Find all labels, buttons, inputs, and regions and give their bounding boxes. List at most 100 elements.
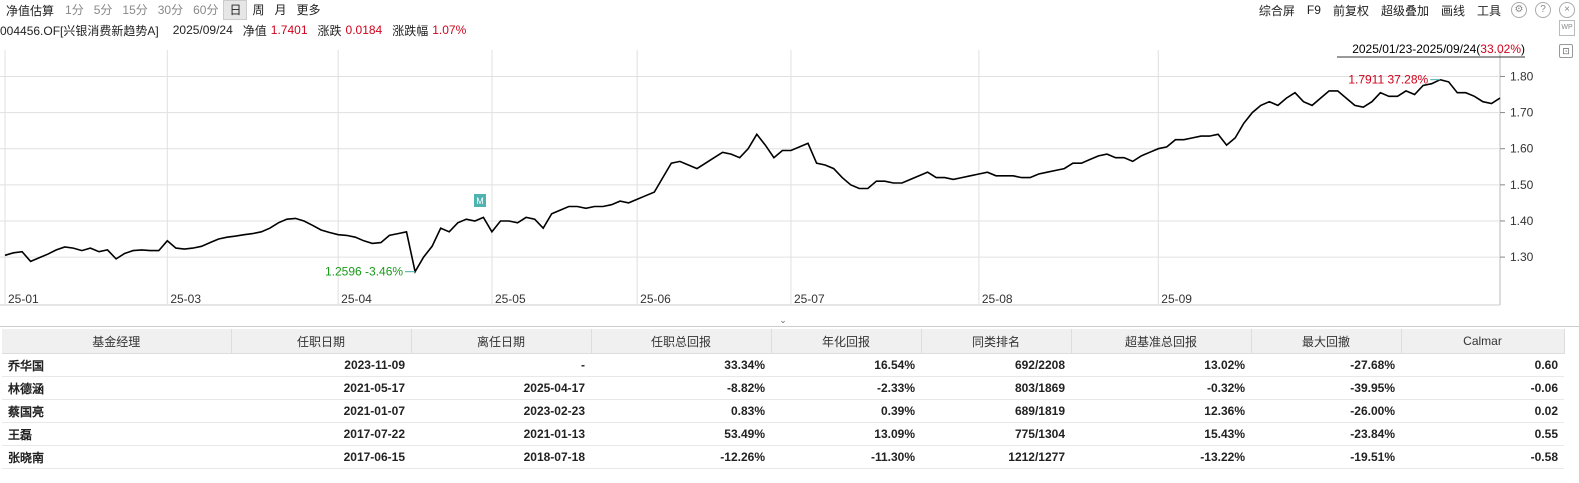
table-cell: 13.02% [1071,353,1251,377]
close-icon[interactable]: × [1559,2,1575,18]
lock-icon[interactable]: ⊡ [1559,44,1573,58]
toolbar-item-1[interactable]: F9 [1306,3,1321,17]
table-cell: 张晓南 [2,445,231,469]
table-cell: 2017-07-22 [231,422,411,446]
column-header-3[interactable]: 任职总回报 [591,329,772,354]
column-header-7[interactable]: 最大回撤 [1251,329,1402,354]
pct-value: 1.07% [432,23,467,37]
info-bar: 004456.OF[兴银消费新趋势A] 2025/09/24 净值 1.7401… [0,21,470,39]
toolbar-item-5[interactable]: 工具 [1476,3,1501,18]
x-tick-label-2: 25-04 [341,292,372,306]
table-cell: 2021-01-13 [411,422,591,446]
table-cell: 33.34% [591,353,771,377]
x-axis: 25-01 25-03 25-04 25-05 25-06 25-07 25-08 25-09 [8,292,1192,306]
y-tick-label-3: 1.60 [1510,142,1534,156]
max-label: 1.7911 37.28% [1348,73,1428,87]
toolbar-item-2[interactable]: 前复权 [1332,3,1369,18]
table-cell: 16.54% [771,353,921,377]
table-row[interactable]: 蔡国亮 2021-01-07 2023-02-23 0.83% 0.39% 689/181… [2,399,1564,423]
column-header-1[interactable]: 任职日期 [231,329,412,354]
table-cell: 0.55 [1401,422,1564,446]
x-tick-label-4: 25-06 [640,292,671,306]
table-cell: -11.30% [771,445,921,469]
table-cell: -23.84% [1251,422,1401,446]
period-tab-2[interactable]: 15分 [122,3,148,17]
period-tab-7[interactable]: 月 [274,3,287,17]
table-cell: 689/1819 [921,399,1071,423]
y-tick-label-5: 1.80 [1510,69,1534,83]
period-tab-3[interactable]: 30分 [157,3,184,17]
chart-annotations: 1.7911 37.28% 1.2596 -3.46% M [325,73,1441,279]
table-cell: -39.95% [1251,376,1401,400]
column-header-0[interactable]: 基金经理 [2,329,232,354]
period-tab-0[interactable]: 1分 [65,3,84,17]
table-row[interactable]: 乔华国 2023-11-09-33.34% 16.54% 692/2208 13.02%… [2,353,1564,377]
column-header-2[interactable]: 离任日期 [411,329,592,354]
period-tab-8[interactable]: 更多 [296,3,321,17]
change-label: 涨跌 [317,23,342,38]
toolbar-right: 综合屏 F9 前复权 超级叠加 画线 工具 ⚙? × [1253,0,1579,20]
period-tab-5[interactable]: 日 [223,0,248,20]
manager-table: 基金经理 任职日期 离任日期 任职总回报 年化回报 同类排名 超基准总回报 最大回撤 Calma… [2,329,1565,469]
table-cell: 2023-02-23 [411,399,591,423]
table-cell: 15.43% [1071,422,1251,446]
toolbar-item-0[interactable]: 综合屏 [1258,3,1295,18]
table-cell: 2017-06-15 [231,445,411,469]
table-cell: 蔡国亮 [2,399,231,423]
y-tick-label-0: 1.30 [1510,250,1534,264]
y-tick-label-1: 1.40 [1510,214,1534,228]
change-value: 0.0184 [345,23,383,37]
range-label: 2025/01/23-2025/09/24(33.02%) [1352,42,1525,56]
settings-icon[interactable]: ⚙ [1511,2,1527,18]
toolbar-item-3[interactable]: 超级叠加 [1380,3,1429,18]
collapse-chevron-icon[interactable]: ⌄ [779,315,787,325]
divider [0,326,1579,327]
table-cell: 0.60 [1401,353,1564,377]
table-cell: 1212/1277 [921,445,1071,469]
toolbar-item-4[interactable]: 画线 [1440,3,1465,18]
table-cell: 林德涵 [2,376,231,400]
quote-date: 2025/09/24 [172,23,233,37]
x-tick-label-3: 25-05 [495,292,526,306]
x-tick-label-6: 25-08 [982,292,1013,306]
table-row[interactable]: 王磊 2017-07-22 2021-01-13 53.49% 13.09% 775/13… [2,422,1564,446]
marker-label: M [476,196,484,206]
table-cell: 2021-01-07 [231,399,411,423]
nav-label: 净值 [242,23,267,38]
table-cell: -8.82% [591,376,771,400]
table-cell: 2025-04-17 [411,376,591,400]
y-tick-label-4: 1.70 [1510,106,1534,120]
table-cell: 乔华国 [2,353,231,377]
table-cell: -0.06 [1401,376,1564,400]
x-tick-label-1: 25-03 [170,292,201,306]
nav-estimate-tab[interactable]: 净值估算 [6,3,55,18]
column-header-5[interactable]: 同类排名 [921,329,1072,354]
table-cell: -19.51% [1251,445,1401,469]
wp-icon[interactable]: WP [1559,20,1575,36]
period-tab-4[interactable]: 60分 [193,3,219,17]
period-tab-1[interactable]: 5分 [93,3,113,17]
toolbar: 净值估算 1分 5分 15分 30分 60分日周月更多 综合屏 F9 前复权 超级叠加 画线 工具… [0,0,1579,20]
help-icon[interactable]: ? [1535,2,1551,18]
table-cell: 2018-07-18 [411,445,591,469]
table-cell: 13.09% [771,422,921,446]
period-tab-6[interactable]: 周 [252,3,265,17]
table-cell: -12.26% [591,445,771,469]
table-cell: 775/1304 [921,422,1071,446]
table-row[interactable]: 张晓南 2017-06-15 2018-07-18 -12.26% -11.30% 121… [2,445,1564,469]
column-header-6[interactable]: 超基准总回报 [1071,329,1252,354]
table-cell: 王磊 [2,422,231,446]
table-cell: -0.58 [1401,445,1564,469]
x-tick-label-7: 25-09 [1161,292,1192,306]
table-cell: 0.02 [1401,399,1564,423]
column-header-8[interactable]: Calmar [1401,329,1565,354]
nav-line [4,78,1501,274]
y-tick-label-2: 1.50 [1510,178,1534,192]
table-row[interactable]: 林德涵 2021-05-17 2025-04-17 -8.82% -2.33% 803/1… [2,376,1564,400]
column-header-4[interactable]: 年化回报 [771,329,922,354]
table-cell: -26.00% [1251,399,1401,423]
table-cell: -0.32% [1071,376,1251,400]
manager-change-marker[interactable] [474,194,486,207]
table-body: 乔华国 2023-11-09-33.34% 16.54% 692/2208 13.02%… [2,353,1564,469]
period-tabs: 净值估算 1分 5分 15分 30分 60分日周月更多 [0,0,326,20]
